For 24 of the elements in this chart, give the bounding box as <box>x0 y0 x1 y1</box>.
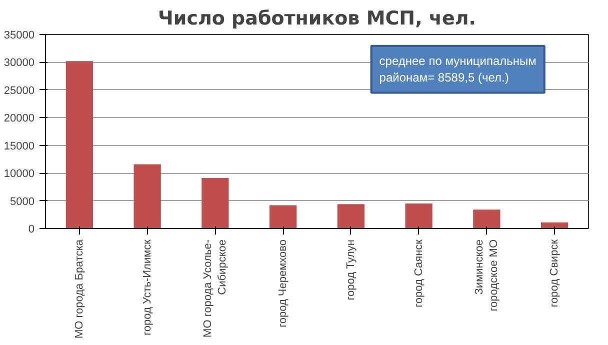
y-tick-label: 0 <box>28 224 35 236</box>
y-tick-label: 20000 <box>4 112 35 125</box>
x-tick-label: город Свирск <box>548 239 561 308</box>
y-tick-label: 15000 <box>4 140 35 152</box>
x-tick-label: город Саянск <box>412 239 425 308</box>
y-tick-label: 35000 <box>4 30 35 42</box>
y-tick-label: 10000 <box>4 168 35 180</box>
x-tick-label: МО города Братска <box>73 238 86 339</box>
x-tick-label: МО города Усолье-Сибирское <box>202 239 228 338</box>
annotation: среднее по муниципальным районам= 8589,5 (чел.) <box>379 54 536 85</box>
bar <box>473 210 500 228</box>
bar <box>405 204 432 228</box>
x-tick-label: город Тулун <box>344 239 357 300</box>
bar <box>202 178 229 228</box>
x-tick-label: город Черемхово <box>277 240 290 328</box>
y-tick-label: 30000 <box>4 57 35 70</box>
bar <box>134 164 161 228</box>
bar <box>269 205 297 228</box>
bar <box>337 204 365 228</box>
x-tick-label: город Усть-Илимск <box>141 239 154 336</box>
y-tick-label: 5000 <box>10 196 35 208</box>
y-tick-label: 25000 <box>4 84 35 97</box>
bar <box>66 61 94 228</box>
chart-title: Число работников МСП, чел. <box>158 8 476 30</box>
